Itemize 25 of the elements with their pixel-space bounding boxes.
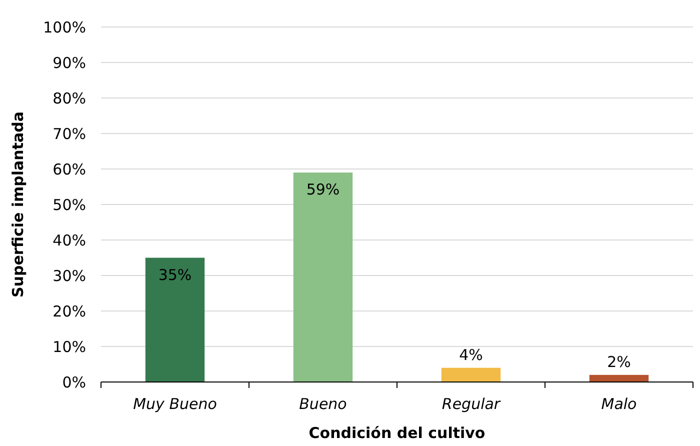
x-tick-label: Regular [442,395,501,413]
data-label: 59% [306,180,340,199]
y-tick-label: 90% [52,54,86,72]
y-tick-label: 20% [52,302,86,320]
y-tick-label: 40% [52,231,86,250]
bar [145,258,205,382]
y-tick-label: 60% [52,160,86,178]
x-tick-label: Muy Bueno [133,395,217,413]
bar [589,374,649,382]
y-tick-label: 80% [52,89,86,108]
x-tick-label: Bueno [299,395,347,413]
data-label: 2% [607,352,631,371]
data-label: 4% [459,346,483,364]
y-tick-label: 10% [52,338,86,356]
bar [441,368,501,382]
y-tick-label: 0% [62,373,86,392]
y-axis-title: Superficie implantada [9,112,27,298]
bar [293,172,353,382]
y-tick-label: 50% [52,196,86,214]
x-tick-label: Malo [601,395,637,413]
data-label: 35% [158,266,192,284]
y-tick-label: 100% [43,18,86,36]
y-tick-label: 70% [52,124,86,143]
x-axis-title: Condición del cultivo [308,424,486,442]
y-tick-label: 30% [52,266,86,285]
